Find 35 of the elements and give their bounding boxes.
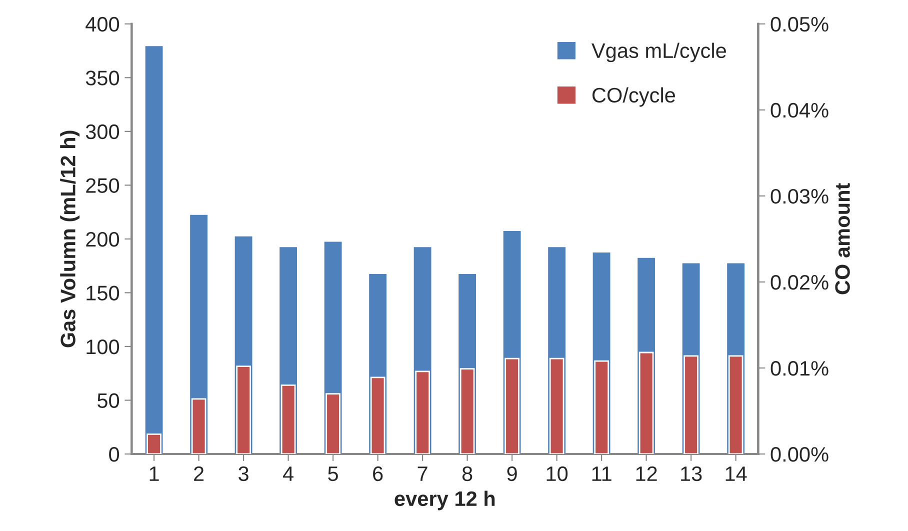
y-tick-label: 100 (86, 339, 120, 354)
x-tick-label: 3 (238, 466, 248, 482)
x-axis-title: every 12 h (394, 490, 495, 510)
x-tick-label: 4 (282, 466, 294, 481)
y-tick-label: 150 (86, 286, 120, 300)
x-tick-label: 9 (507, 466, 517, 482)
x-tick-label: 12 (636, 466, 657, 481)
x-tick-label: 1 (150, 466, 159, 481)
x-tick-label: 10 (546, 466, 568, 482)
y-tick-label: 300 (86, 124, 120, 140)
x-tick-label: 7 (418, 466, 428, 481)
x-tick-label: 6 (373, 466, 383, 482)
y2-tick-label: 0.01% (770, 360, 828, 376)
x-tick-label: 5 (328, 466, 338, 482)
y-axis-title: Gas Volumn (mL/12 h) (60, 130, 80, 348)
legend-label: CO/cycle (592, 87, 676, 107)
x-tick-label: 14 (726, 466, 747, 481)
y-tick-label: 400 (86, 16, 120, 32)
y2-tick-label: 0.05% (770, 16, 828, 32)
x-tick-label: 2 (194, 466, 204, 481)
y2-tick-label: 0.00% (770, 447, 828, 462)
y-tick-label: 200 (86, 232, 120, 247)
y-tick-label: 350 (86, 70, 120, 86)
y2-tick-label: 0.03% (770, 188, 828, 204)
x-tick-label: 8 (462, 466, 472, 482)
bar (144, 44, 164, 454)
legend-label: Vgas mL/cycle (592, 42, 726, 62)
y-tick-label: 50 (98, 393, 120, 408)
y-tick-label: 250 (86, 178, 120, 193)
y2-axis-title: CO amount (835, 183, 850, 294)
x-tick-label: 13 (681, 466, 702, 482)
y2-tick-label: 0.02% (770, 274, 828, 290)
y-tick-label: 0 (109, 447, 120, 462)
x-tick-label: 11 (592, 466, 612, 481)
y2-tick-label: 0.04% (770, 102, 828, 118)
